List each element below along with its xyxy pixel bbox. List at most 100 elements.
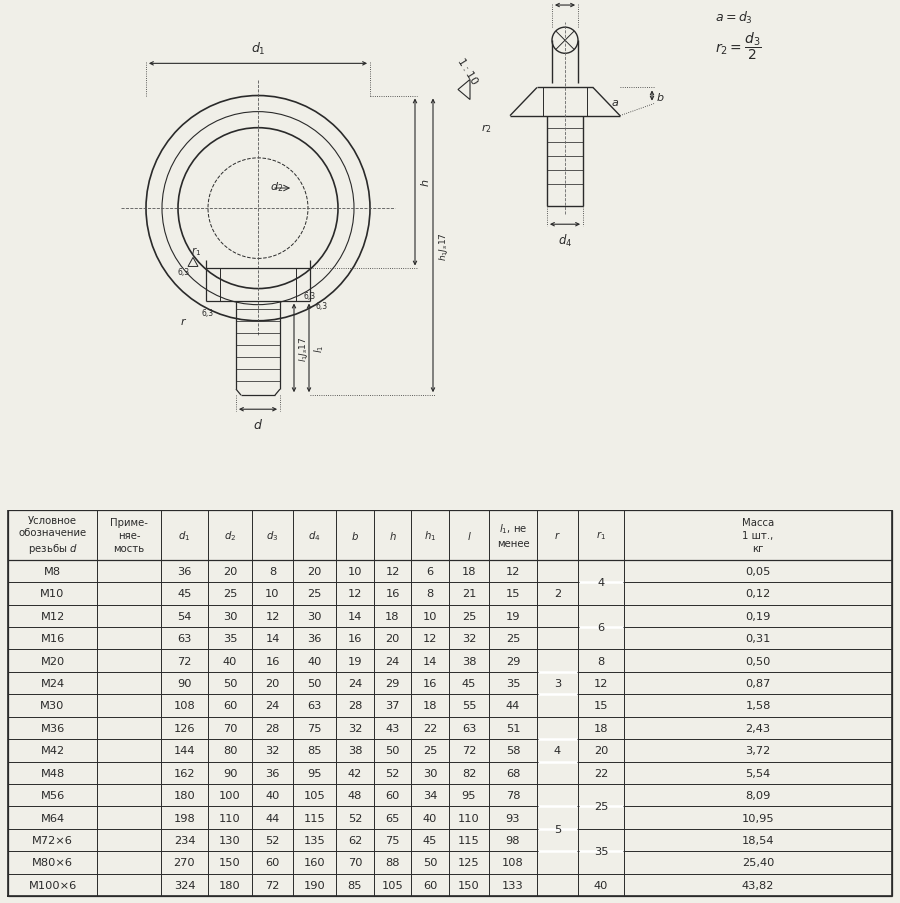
Text: 38: 38 <box>462 656 476 666</box>
Text: 0,50: 0,50 <box>745 656 770 666</box>
Text: М10: М10 <box>40 589 65 599</box>
Text: 35: 35 <box>506 678 520 688</box>
Text: М48: М48 <box>40 768 65 777</box>
Text: 63: 63 <box>307 701 321 711</box>
Text: 20: 20 <box>385 634 400 644</box>
Text: 6,3: 6,3 <box>178 267 190 276</box>
Text: 18: 18 <box>462 566 476 576</box>
Text: 45: 45 <box>462 678 476 688</box>
Text: 63: 63 <box>177 634 192 644</box>
Text: 162: 162 <box>174 768 195 777</box>
Text: 25: 25 <box>506 634 520 644</box>
Text: 18: 18 <box>594 723 608 733</box>
Text: 25: 25 <box>594 802 608 812</box>
Text: 35: 35 <box>594 846 608 856</box>
Text: 88: 88 <box>385 858 400 868</box>
Text: 36: 36 <box>177 566 192 576</box>
Text: $l_1$, не
менее: $l_1$, не менее <box>497 522 529 548</box>
Text: $b$: $b$ <box>656 90 664 102</box>
Text: 15: 15 <box>594 701 608 711</box>
Text: М30: М30 <box>40 701 65 711</box>
Text: $d$: $d$ <box>253 418 263 432</box>
Text: 12: 12 <box>385 566 400 576</box>
Text: 133: 133 <box>502 880 524 889</box>
Text: 40: 40 <box>266 790 280 800</box>
Text: Условное
обозначение
резьбы $d$: Условное обозначение резьбы $d$ <box>18 515 86 555</box>
Text: 19: 19 <box>506 611 520 621</box>
Text: $r_2 = \dfrac{d_3}{2}$: $r_2 = \dfrac{d_3}{2}$ <box>715 31 761 62</box>
Text: 108: 108 <box>174 701 195 711</box>
Text: 43,82: 43,82 <box>742 880 774 889</box>
Text: 62: 62 <box>348 835 362 845</box>
Text: 72: 72 <box>177 656 192 666</box>
Text: 125: 125 <box>458 858 480 868</box>
Text: 150: 150 <box>219 858 241 868</box>
Text: 130: 130 <box>219 835 241 845</box>
Text: 198: 198 <box>174 813 195 823</box>
Text: 16: 16 <box>347 634 362 644</box>
Text: $h$: $h$ <box>419 179 431 187</box>
Text: 85: 85 <box>347 880 362 889</box>
Text: 52: 52 <box>385 768 400 777</box>
Text: 18: 18 <box>385 611 400 621</box>
Text: 0,05: 0,05 <box>745 566 770 576</box>
Text: 60: 60 <box>385 790 400 800</box>
Text: 8: 8 <box>598 656 605 666</box>
Text: 1,58: 1,58 <box>745 701 770 711</box>
Text: 6,3: 6,3 <box>304 292 316 301</box>
Text: 135: 135 <box>303 835 326 845</box>
Text: 50: 50 <box>307 678 322 688</box>
Text: 51: 51 <box>506 723 520 733</box>
Text: 75: 75 <box>307 723 322 733</box>
Text: 8: 8 <box>269 566 276 576</box>
Text: 30: 30 <box>423 768 437 777</box>
Text: $a$: $a$ <box>611 98 619 107</box>
Text: 30: 30 <box>307 611 322 621</box>
Text: 40: 40 <box>223 656 238 666</box>
Text: $l$: $l$ <box>466 529 472 541</box>
Text: $l_1 J_s 17$: $l_1 J_s 17$ <box>297 336 310 361</box>
Text: 144: 144 <box>174 746 195 756</box>
Text: 80: 80 <box>223 746 238 756</box>
Text: 25,40: 25,40 <box>742 858 774 868</box>
Text: 20: 20 <box>594 746 608 756</box>
Text: 115: 115 <box>458 835 480 845</box>
Text: $b$: $b$ <box>351 529 359 541</box>
Text: 190: 190 <box>303 880 326 889</box>
Text: 40: 40 <box>594 880 608 889</box>
Text: 6: 6 <box>598 622 605 632</box>
Text: 6,3: 6,3 <box>202 309 214 318</box>
Text: 12: 12 <box>506 566 520 576</box>
Text: М56: М56 <box>40 790 65 800</box>
Text: 40: 40 <box>423 813 437 823</box>
Text: 2,43: 2,43 <box>745 723 770 733</box>
Text: $d_2$: $d_2$ <box>224 528 236 542</box>
Text: 63: 63 <box>462 723 476 733</box>
Text: М72×6: М72×6 <box>32 835 73 845</box>
Text: 43: 43 <box>385 723 400 733</box>
Text: 2: 2 <box>554 589 561 599</box>
Text: М12: М12 <box>40 611 65 621</box>
Text: 8: 8 <box>427 589 434 599</box>
Text: $1:10$: $1:10$ <box>454 54 482 87</box>
Text: 324: 324 <box>174 880 195 889</box>
Text: 36: 36 <box>307 634 321 644</box>
Text: 0,87: 0,87 <box>745 678 770 688</box>
Text: 15: 15 <box>506 589 520 599</box>
Text: 68: 68 <box>506 768 520 777</box>
Text: 8,09: 8,09 <box>745 790 770 800</box>
Text: $l_1$: $l_1$ <box>312 344 326 353</box>
Text: 82: 82 <box>462 768 476 777</box>
Text: 55: 55 <box>462 701 476 711</box>
Text: 6,3: 6,3 <box>315 302 327 311</box>
Text: 65: 65 <box>385 813 400 823</box>
Text: 40: 40 <box>307 656 321 666</box>
Text: 150: 150 <box>458 880 480 889</box>
Text: 25: 25 <box>462 611 476 621</box>
Text: 28: 28 <box>347 701 362 711</box>
Text: $r_1$: $r_1$ <box>596 529 606 542</box>
Text: 18: 18 <box>423 701 437 711</box>
Text: $d_3$: $d_3$ <box>266 528 279 542</box>
Text: 16: 16 <box>385 589 400 599</box>
Text: 19: 19 <box>347 656 362 666</box>
